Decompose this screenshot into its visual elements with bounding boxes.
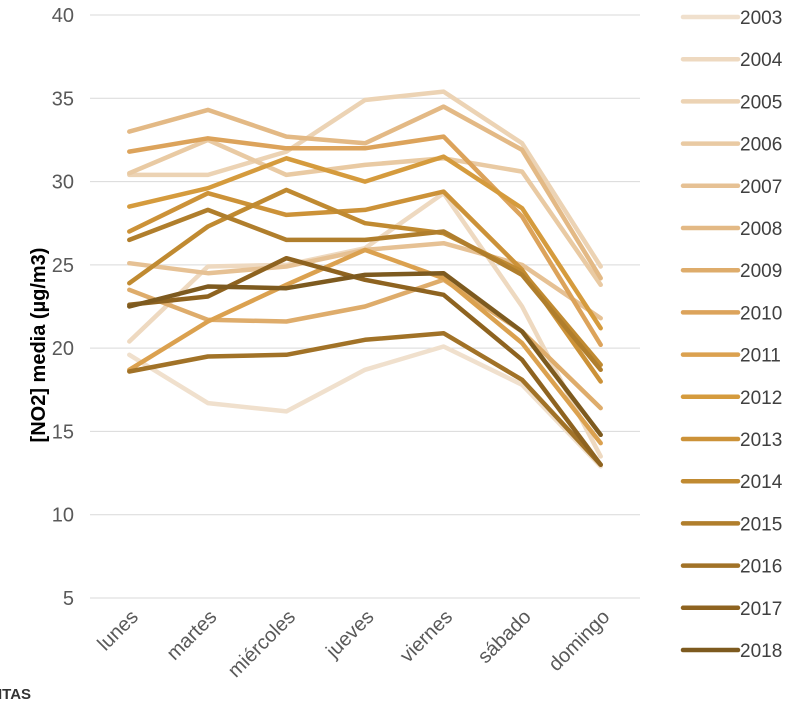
x-tick-label-miercoles: miércoles	[224, 606, 300, 682]
y-axis-ticks: 5 10 15 20 25 30 35 40	[52, 5, 74, 610]
y-tick-label-25: 25	[52, 255, 74, 277]
series-line-2008	[127, 104, 603, 281]
x-tick-label-jueves: jueves	[321, 606, 378, 663]
x-tick-label-martes: martes	[163, 606, 222, 665]
legend-label-2018: 2018	[740, 641, 782, 662]
series-line-2011	[127, 247, 603, 446]
x-axis-ticks: lunes martes miércoles jueves viernes sábado d…	[93, 606, 614, 682]
y-tick-label-5: 5	[63, 588, 74, 610]
legend-label-2009: 2009	[740, 261, 782, 282]
series-line-2010	[127, 134, 603, 348]
series-line-2015	[127, 207, 603, 373]
series-line-2012	[127, 154, 603, 331]
legend-label-2008: 2008	[740, 219, 782, 240]
legend-label-2014: 2014	[740, 472, 783, 493]
legend-label-2012: 2012	[740, 388, 782, 409]
legend-label-2011: 2011	[740, 346, 781, 367]
legend-label-2004: 2004	[740, 50, 783, 71]
y-tick-label-10: 10	[52, 505, 74, 527]
y-tick-label-35: 35	[52, 88, 74, 110]
y-axis-label: [NO2] media (µg/m3)	[28, 248, 50, 443]
legend-label-2013: 2013	[740, 430, 782, 451]
y-tick-label-15: 15	[52, 421, 74, 443]
x-tick-label-sabado: sábado	[474, 606, 536, 668]
legend-label-2010: 2010	[740, 303, 782, 324]
legend-label-2006: 2006	[740, 135, 782, 156]
series-line-2014	[127, 187, 603, 368]
legend-label-2007: 2007	[740, 177, 782, 198]
series-line-2003	[127, 344, 603, 469]
watermark-text: ITAS	[0, 686, 31, 702]
legend-label-2003: 2003	[740, 8, 782, 29]
x-tick-label-domingo: domingo	[544, 606, 614, 676]
x-tick-label-viernes: viernes	[396, 606, 457, 667]
legend-label-2017: 2017	[740, 599, 782, 620]
series-line-2016	[127, 330, 603, 467]
series-line-2005	[127, 89, 603, 269]
legend-label-2016: 2016	[740, 557, 782, 578]
series-line-2018	[127, 270, 603, 438]
legend: 2003 2004 2005 2006 2007 2008 2009 2010 2011 2012…	[680, 8, 783, 662]
legend-label-2015: 2015	[740, 514, 782, 535]
series-lines	[127, 89, 603, 469]
x-tick-label-lunes: lunes	[93, 606, 142, 655]
series-line-2017	[127, 255, 603, 467]
y-tick-label-40: 40	[52, 5, 74, 27]
y-tick-label-30: 30	[52, 172, 74, 194]
y-tick-label-20: 20	[52, 338, 74, 360]
legend-label-2005: 2005	[740, 92, 782, 113]
